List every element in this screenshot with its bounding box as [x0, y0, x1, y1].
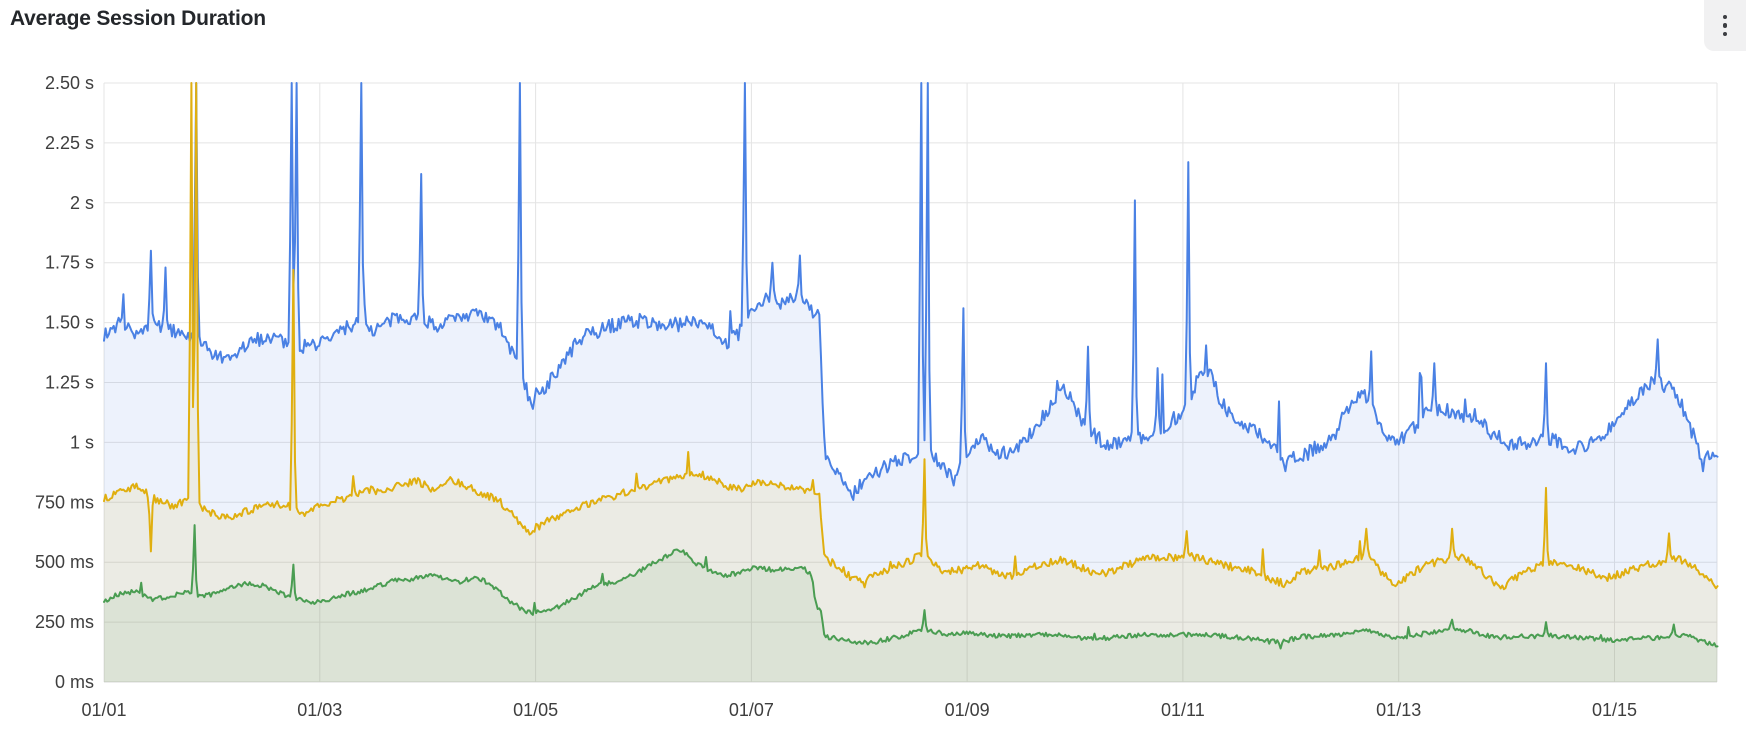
panel-title: Average Session Duration [10, 7, 266, 30]
x-axis-label: 01/05 [513, 700, 558, 720]
x-axis-label: 01/01 [81, 700, 126, 720]
y-axis-label: 1.75 s [45, 253, 94, 273]
y-axis-label: 2.50 s [45, 73, 94, 93]
x-axis-label: 01/03 [297, 700, 342, 720]
yellow-series-line [103, 82, 1719, 591]
blue-series-line [103, 82, 1719, 501]
y-axis-label: 250 ms [35, 612, 94, 632]
x-axis-label: 01/11 [1161, 700, 1205, 720]
y-axis-label: 2 s [70, 193, 94, 213]
x-axis-label: 01/09 [945, 700, 990, 720]
blue-series-area [104, 83, 1718, 682]
kebab-vertical-icon [1722, 14, 1728, 37]
y-axis-label: 500 ms [35, 552, 94, 572]
y-axis-label: 0 ms [55, 672, 94, 692]
y-axis-label: 1.25 s [45, 373, 94, 393]
x-axis-label: 01/13 [1376, 700, 1421, 720]
panel-header: Average Session Duration [0, 0, 1746, 54]
green-series-area [104, 525, 1718, 682]
x-axis-label: 01/15 [1592, 700, 1637, 720]
y-axis-label: 1 s [70, 432, 94, 452]
panel-menu-button[interactable] [1704, 0, 1746, 51]
y-axis-label: 1.50 s [45, 313, 94, 333]
y-axis-label: 2.25 s [45, 133, 94, 153]
y-axis-label: 750 ms [35, 492, 94, 512]
yellow-series-area [104, 83, 1718, 682]
green-series-line [103, 524, 1719, 650]
x-axis-label: 01/07 [729, 700, 774, 720]
